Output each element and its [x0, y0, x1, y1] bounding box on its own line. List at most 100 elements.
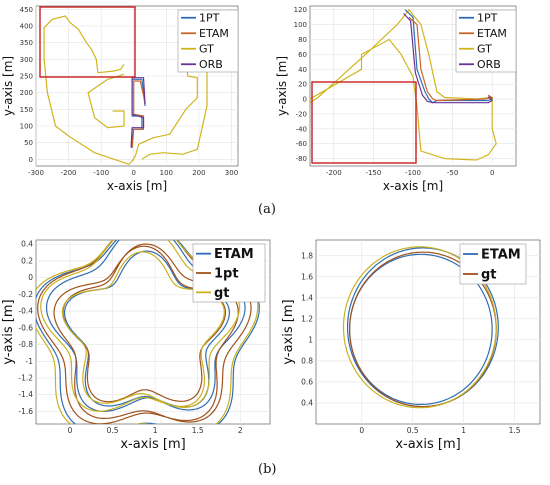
series-line-gt — [342, 246, 497, 409]
y-tick-label: 400 — [20, 23, 33, 31]
legend-entry: ORB — [199, 58, 223, 71]
y-tick-label: 20 — [298, 81, 307, 89]
y-tick-label: 0 — [28, 273, 33, 282]
x-tick-label: 1 — [461, 426, 466, 435]
y-tick-label: 250 — [20, 73, 33, 81]
legend-box — [455, 9, 517, 73]
series-line-gt — [43, 15, 133, 165]
y-tick-label: -40 — [296, 125, 307, 133]
y-tick-label: 100 — [294, 21, 307, 29]
y-tick-label: 1.2 — [301, 314, 313, 323]
y-tick-label: 60 — [298, 51, 307, 59]
legend-box — [459, 243, 527, 285]
legend-entry: gt — [214, 286, 230, 301]
y-tick-label: 200 — [20, 89, 33, 97]
x-tick-label: 0 — [490, 169, 494, 177]
y-tick-label: -1 — [26, 357, 34, 366]
y-tick-label: 150 — [20, 106, 33, 114]
x-tick-label: -300 — [28, 169, 44, 177]
y-tick-label: -0.2 — [18, 290, 33, 299]
y-tick-label: 0.4 — [301, 398, 313, 407]
x-tick-label: 1.5 — [509, 426, 521, 435]
y-tick-label: -0.8 — [18, 340, 33, 349]
x-axis-label: x-axis [m] — [383, 179, 443, 193]
x-tick-label: -100 — [93, 169, 109, 177]
series-line-etam — [131, 80, 146, 148]
y-tick-label: 0 — [303, 96, 307, 104]
chart-a-left: -300 -200 -100 0 100 200 300 0 50 100 150 200 250 300… — [1, 5, 239, 193]
series-line-1pt — [37, 240, 252, 424]
legend-entry: 1PT — [199, 12, 220, 25]
y-tick-label: 80 — [298, 36, 307, 44]
x-tick-label: -200 — [61, 169, 77, 177]
y-tick-label: 300 — [20, 56, 33, 64]
legend: 1PT ETAM GT ORB — [455, 9, 517, 73]
y-tick-label: -1.6 — [18, 407, 33, 416]
zoom-box — [39, 6, 136, 78]
y-tick-label: 0.4 — [21, 240, 33, 249]
y-tick-label: 40 — [298, 66, 307, 74]
y-tick-label: -0.4 — [18, 307, 33, 316]
legend-entry: 1PT — [477, 12, 498, 25]
x-tick-label: -50 — [447, 169, 458, 177]
legend-entry: ETAM — [477, 27, 507, 40]
x-tick-label: 0 — [359, 426, 364, 435]
legend-entry: ETAM — [199, 27, 229, 40]
x-tick-label: 200 — [192, 169, 205, 177]
y-tick-label: 0 — [29, 156, 33, 164]
y-tick-label: 0.6 — [301, 377, 313, 386]
y-tick-label: -1.2 — [18, 374, 33, 383]
legend-entry: ORB — [477, 58, 501, 71]
legend: 1PT ETAM GT ORB — [177, 9, 239, 73]
zoom-box — [311, 81, 417, 164]
x-tick-label: -100 — [405, 169, 421, 177]
y-tick-label: 50 — [24, 139, 33, 147]
legend-entry: GT — [477, 43, 492, 56]
caption-b: (b) — [258, 462, 277, 477]
y-tick-label: 450 — [20, 6, 33, 14]
x-tick-label: 100 — [160, 169, 173, 177]
x-axis-label: x-axis [m] — [395, 437, 460, 452]
legend-entry: ETAM — [214, 247, 254, 262]
series-line-gt — [310, 9, 497, 161]
x-tick-label: 1.5 — [192, 426, 204, 435]
legend-entry: gt — [481, 268, 497, 283]
x-tick-label: 0.5 — [407, 426, 419, 435]
legend-box — [177, 9, 239, 73]
y-tick-label: -60 — [296, 140, 307, 148]
series-line-gt — [36, 240, 259, 424]
series-line-orb — [403, 12, 493, 104]
legend: ETAM gt — [459, 243, 527, 285]
legend-entry: 1pt — [214, 267, 239, 282]
x-tick-label: 1 — [153, 426, 158, 435]
y-tick-label: 1.4 — [301, 293, 313, 302]
legend-entry: GT — [199, 43, 214, 56]
y-tick-label: 0.2 — [21, 256, 33, 265]
x-tick-label: 0.5 — [107, 426, 119, 435]
x-tick-label: 300 — [225, 169, 238, 177]
y-tick-label: -1.4 — [18, 390, 33, 399]
legend-entry: ETAM — [481, 248, 521, 263]
x-axis-label: x-axis [m] — [107, 179, 167, 193]
y-tick-label: 120 — [294, 6, 307, 14]
y-tick-label: 100 — [20, 123, 33, 131]
x-tick-label: -200 — [326, 169, 342, 177]
y-axis-label: y-axis [m] — [275, 56, 289, 116]
series-group — [310, 9, 497, 161]
series-group — [36, 240, 260, 424]
y-axis-label: y-axis [m] — [1, 56, 15, 116]
chart-b-right: 0 0.5 1 1.5 0.4 0.6 0.8 1 1.2 1.4 1.6 1.8 x-axis [m]… — [281, 239, 541, 452]
x-tick-label: 0 — [132, 169, 136, 177]
chart-b-left: 0 0.5 1 1.5 2 0.4 0.2 0 -0.2 -0.4 -0.6 -0.8 -1 -1.2 -1… — [1, 239, 271, 452]
series-line-gt — [87, 73, 125, 129]
y-tick-label: 1 — [308, 335, 313, 344]
caption-a: (a) — [258, 202, 276, 217]
series-line-etam — [36, 240, 260, 424]
x-tick-label: 2 — [238, 426, 243, 435]
x-axis-label: x-axis [m] — [120, 437, 185, 452]
y-tick-label: -20 — [296, 110, 307, 118]
x-tick-label: 0 — [68, 426, 73, 435]
x-tick-label: -150 — [365, 169, 381, 177]
y-axis-label: y-axis [m] — [281, 299, 296, 364]
